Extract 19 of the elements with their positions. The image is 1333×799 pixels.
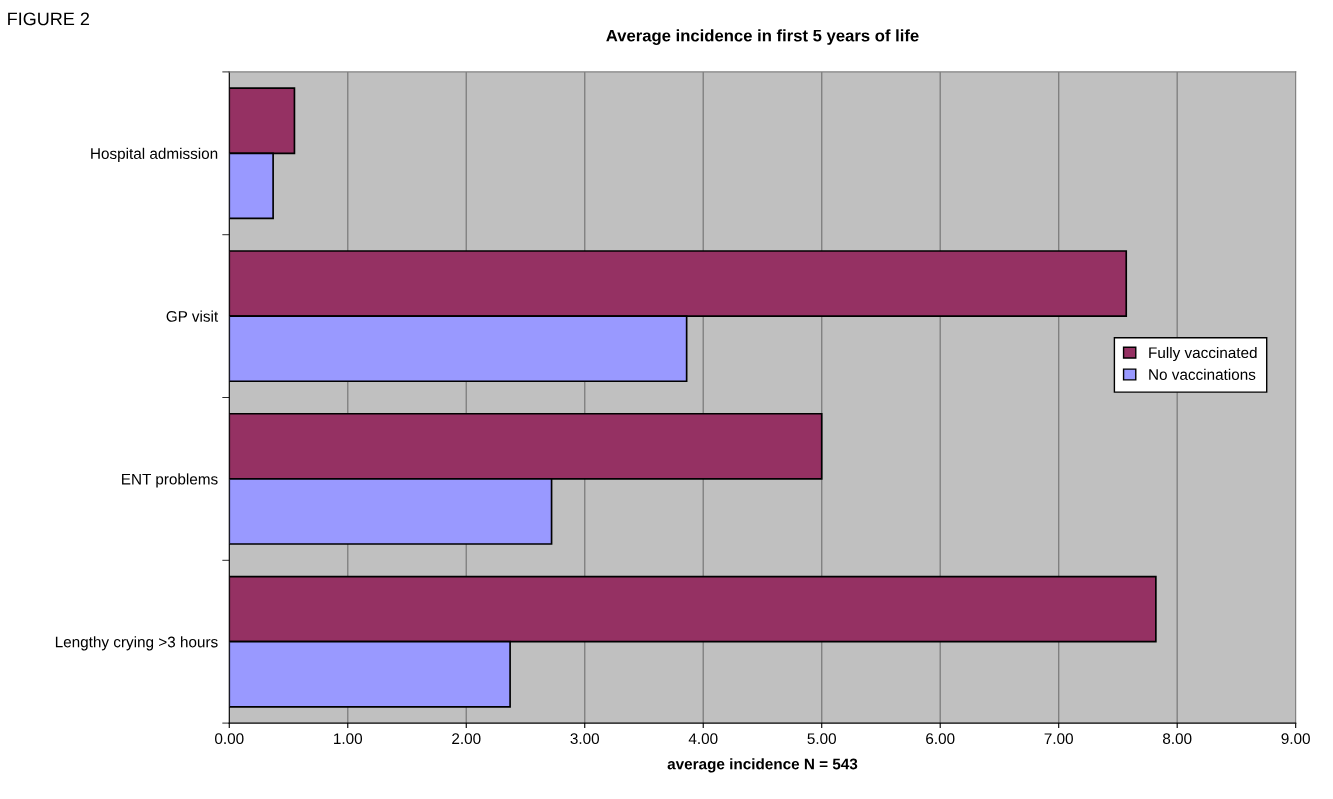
legend-label: Fully vaccinated xyxy=(1149,346,1257,362)
x-tick-label: 3.00 xyxy=(570,733,600,745)
x-tick-label: 7.00 xyxy=(1044,733,1073,745)
y-tick-label: GP visit xyxy=(166,310,219,322)
x-tick-label: 5.00 xyxy=(807,733,836,745)
y-tick-label: Lengthy crying >3 hours xyxy=(55,636,218,651)
legend-label: No vaccinations xyxy=(1149,368,1256,380)
y-tick-label: ENT problems xyxy=(122,473,218,488)
caption: FIGURE 2 xyxy=(8,12,90,26)
x-tick-label: 4.00 xyxy=(688,733,718,745)
chart-title: Average incidence in first 5 years of life xyxy=(606,29,919,45)
x-tick-label: 0.00 xyxy=(215,733,244,745)
x-axis-title: average incidence N = 543 xyxy=(667,758,858,773)
x-tick-label: 8.00 xyxy=(1162,733,1192,745)
y-tick-label: Hospital admission xyxy=(91,147,218,163)
x-tick-label: 2.00 xyxy=(452,733,481,745)
x-tick-label: 6.00 xyxy=(926,733,955,745)
x-tick-label: 1.00 xyxy=(334,733,363,745)
x-tick-label: 9.00 xyxy=(1281,733,1310,745)
